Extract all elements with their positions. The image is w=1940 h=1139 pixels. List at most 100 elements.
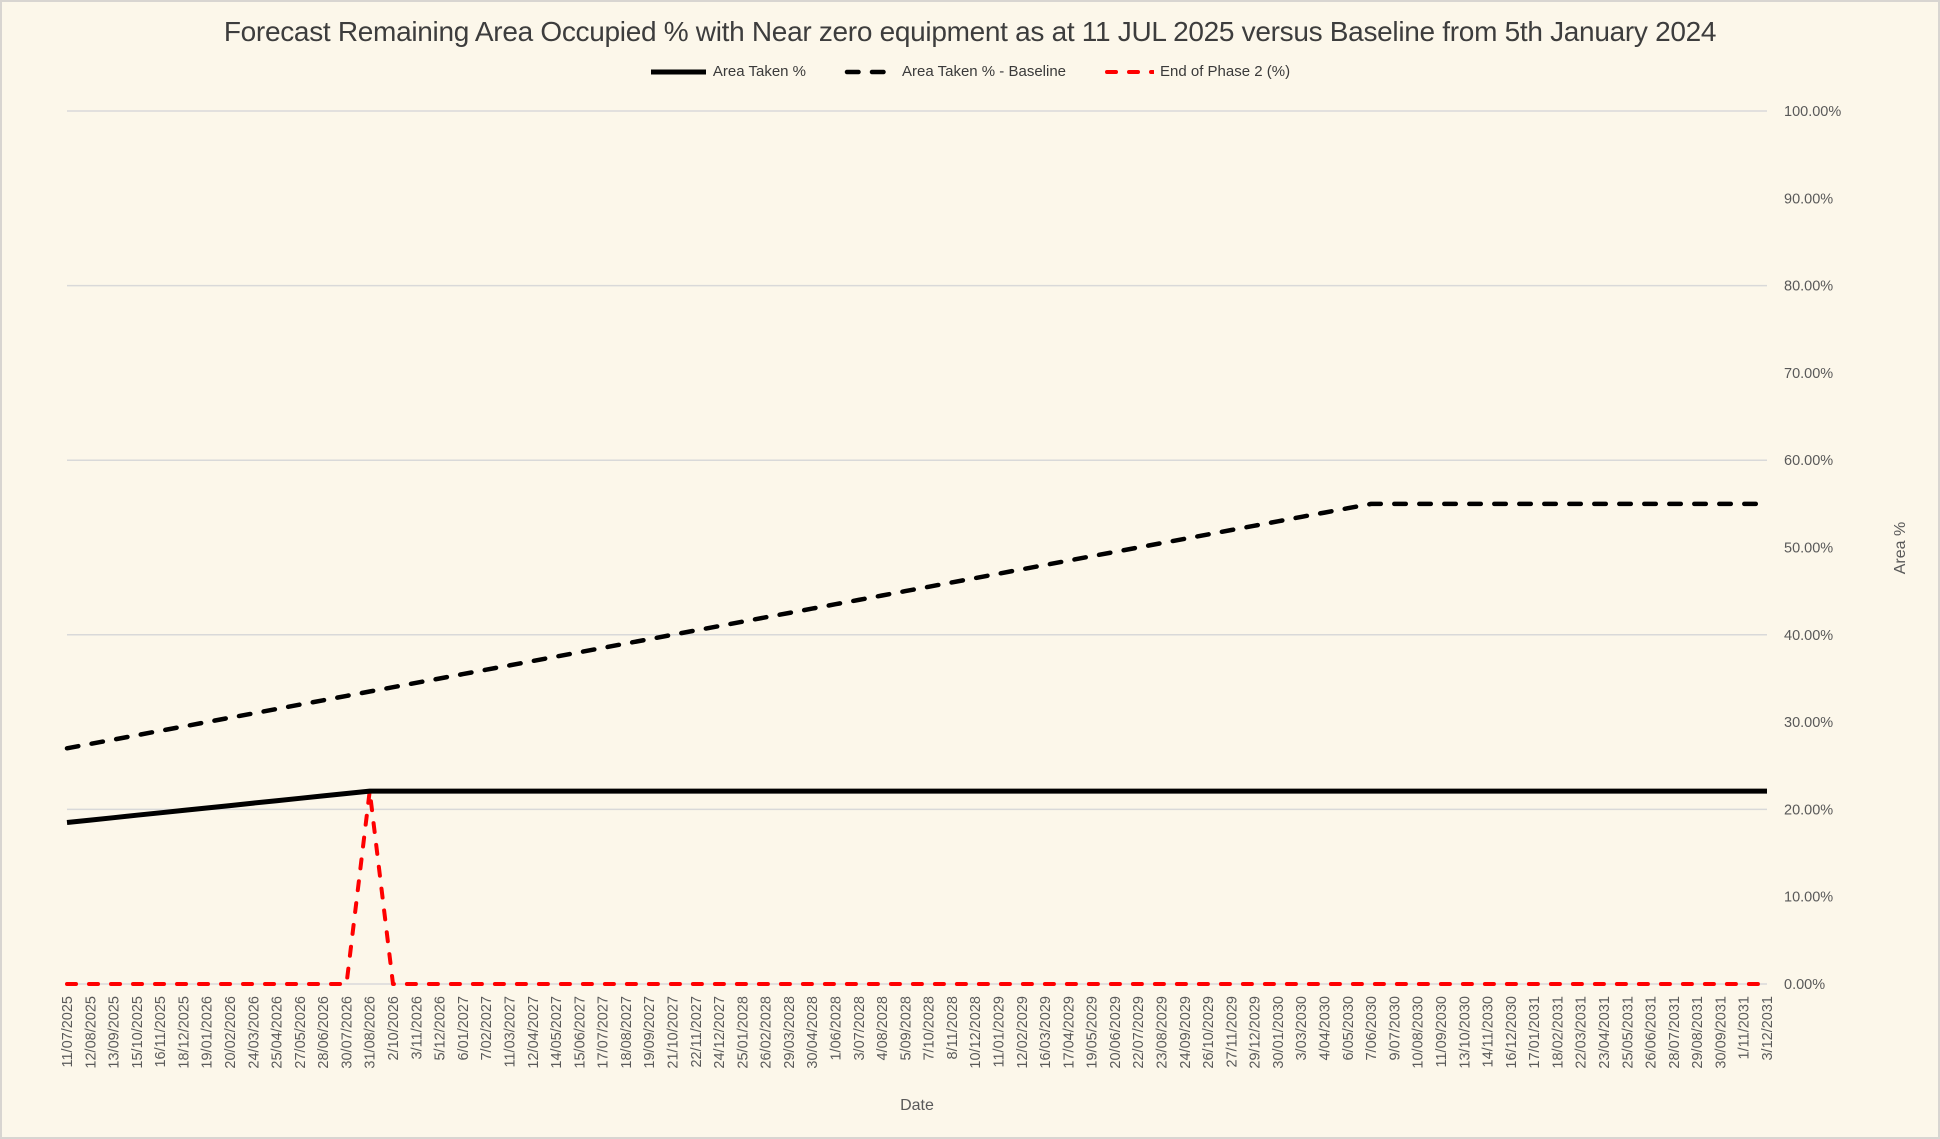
x-tick-label: 1/11/2031 [1737,996,1753,1059]
x-tick-label: 18/12/2025 [176,996,192,1069]
x-tick-label: 17/04/2029 [1061,996,1077,1069]
x-tick-label: 9/07/2030 [1387,996,1403,1061]
x-tick-label: 21/10/2027 [666,996,682,1069]
x-axis-title: Date [900,1097,934,1114]
x-tick-label: 19/09/2027 [642,996,658,1069]
x-tick-label: 20/06/2029 [1108,996,1124,1069]
x-tick-label: 3/11/2026 [409,996,425,1059]
x-tick-label: 5/12/2026 [433,996,449,1061]
x-tick-label: 3/12/2031 [1760,996,1776,1061]
x-tick-label: 26/10/2029 [1201,996,1217,1069]
y-tick-label: 40.00% [1784,628,1833,644]
x-tick-label: 3/07/2028 [852,996,868,1061]
y-tick-label: 100.00% [1784,104,1841,120]
x-tick-label: 14/05/2027 [549,996,565,1069]
x-tick-label: 13/09/2025 [107,996,123,1069]
x-tick-label: 7/06/2030 [1364,996,1380,1061]
x-tick-label: 7/02/2027 [479,996,495,1061]
series-area-taken- [66,788,1767,825]
series-area-taken-baseline [64,501,1770,751]
x-tick-label: 30/04/2028 [805,996,821,1069]
y-tick-label: 60.00% [1784,453,1833,469]
x-tick-label: 25/05/2031 [1620,996,1636,1069]
x-tick-label: 30/09/2031 [1713,996,1729,1069]
x-tick-label: 23/08/2029 [1155,996,1171,1069]
x-tick-label: 15/10/2025 [130,996,146,1069]
x-tick-label: 6/01/2027 [456,996,472,1061]
y-tick-label: 20.00% [1784,802,1833,818]
x-tick-label: 24/12/2027 [712,996,728,1069]
x-tick-label: 4/04/2030 [1318,996,1334,1061]
x-tick-label: 31/08/2026 [363,996,379,1069]
x-tick-label: 22/07/2029 [1131,996,1147,1069]
x-tick-label: 24/03/2026 [246,996,262,1069]
x-tick-label: 16/12/2030 [1504,996,1520,1069]
x-tick-label: 10/12/2028 [968,996,984,1069]
legend-item-baseline: Area Taken % - Baseline [844,62,1066,80]
x-tick-label: 18/08/2027 [619,996,635,1069]
x-tick-label: 1/06/2028 [829,996,845,1061]
x-tick-label: 23/04/2031 [1597,996,1613,1069]
x-tick-label: 16/11/2025 [153,996,169,1068]
x-tick-label: 17/07/2027 [596,996,612,1069]
legend-label: End of Phase 2 (%) [1160,62,1291,80]
x-tick-label: 3/03/2030 [1294,996,1310,1061]
x-tick-label: 26/06/2031 [1644,996,1660,1069]
x-tick-label: 24/09/2029 [1178,996,1194,1069]
x-tick-label: 11/01/2029 [992,996,1008,1068]
x-tick-label: 25/04/2026 [270,996,286,1069]
x-tick-label: 13/10/2030 [1457,996,1473,1069]
y-axis-title: Area % [1892,522,1909,574]
x-tick-label: 17/01/2031 [1527,996,1543,1069]
x-tick-label: 27/11/2029 [1224,996,1240,1068]
x-tick-label: 30/01/2030 [1271,996,1287,1069]
y-tick-label: 80.00% [1784,279,1833,295]
x-tick-label: 27/05/2026 [293,996,309,1069]
y-tick-label: 10.00% [1784,890,1833,906]
x-tick-label: 25/01/2028 [735,996,751,1069]
x-tick-label: 2/10/2026 [386,996,402,1061]
y-tick-label: 50.00% [1784,541,1833,557]
x-tick-label: 10/08/2030 [1411,996,1427,1069]
x-tick-label: 15/06/2027 [572,996,588,1069]
x-tick-label: 19/01/2026 [200,996,216,1069]
y-tick-label: 70.00% [1784,366,1833,382]
legend-item-end-of-phase-2: End of Phase 2 (%) [1104,62,1290,80]
chart-title: Forecast Remaining Area Occupied % with … [223,16,1717,47]
x-tick-label: 11/09/2030 [1434,996,1450,1068]
x-tick-label: 28/07/2031 [1667,996,1683,1069]
x-tick-label: 8/11/2028 [945,996,961,1059]
x-tick-label: 11/07/2025 [60,996,76,1068]
x-tick-label: 18/02/2031 [1550,996,1566,1069]
x-tick-label: 11/03/2027 [503,996,519,1068]
x-tick-label: 20/02/2026 [223,996,239,1069]
y-tick-label: 0.00% [1784,977,1825,993]
red-dashed-line-swatch-icon [1104,62,1156,80]
x-tick-label: 5/09/2028 [898,996,914,1061]
legend-label: Area Taken % - Baseline [902,62,1067,80]
x-tick-label: 16/03/2029 [1038,996,1054,1069]
y-tick-label: 90.00% [1784,191,1833,207]
x-tick-label: 6/05/2030 [1341,996,1357,1061]
chart-legend: Area Taken % Area Taken % - Baseline End… [2,62,1938,80]
x-tick-label: 22/11/2027 [689,996,705,1068]
dashed-line-swatch-icon [844,62,898,80]
x-tick-label: 29/12/2029 [1248,996,1264,1069]
x-tick-label: 29/03/2028 [782,996,798,1069]
x-tick-label: 22/03/2031 [1574,996,1590,1069]
x-tick-label: 4/08/2028 [875,996,891,1061]
series-end-of-phase-2- [65,789,1769,986]
legend-item-area-taken: Area Taken % [650,62,806,80]
x-tick-label: 12/08/2025 [83,996,99,1069]
x-tick-label: 19/05/2029 [1085,996,1101,1069]
x-tick-label: 14/11/2030 [1481,996,1497,1068]
x-tick-label: 30/07/2026 [340,996,356,1069]
x-tick-label: 12/02/2029 [1015,996,1031,1069]
x-tick-label: 26/02/2028 [759,996,775,1069]
x-tick-label: 28/06/2026 [316,996,332,1069]
x-tick-label: 29/08/2031 [1690,996,1706,1069]
x-tick-label: 7/10/2028 [922,996,938,1061]
y-tick-label: 30.00% [1784,715,1833,731]
